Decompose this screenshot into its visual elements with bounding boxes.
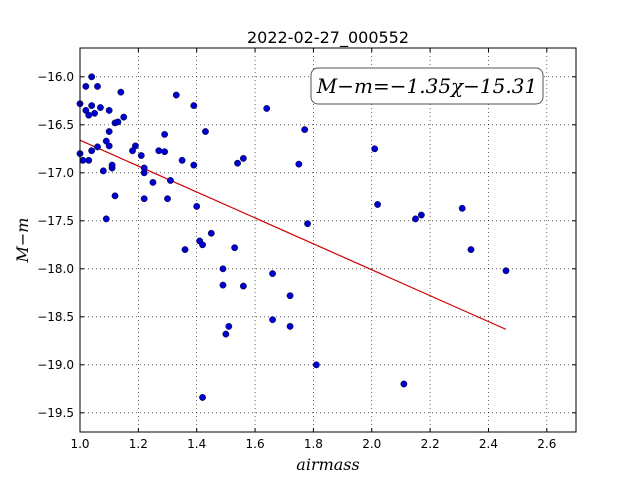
data-point xyxy=(286,322,294,330)
y-tick-label: −18.0 xyxy=(37,262,74,276)
data-point xyxy=(225,322,233,330)
data-point xyxy=(231,244,239,252)
data-point xyxy=(239,282,247,290)
y-axis-label: M−m xyxy=(13,218,32,264)
data-point xyxy=(137,152,145,159)
data-point xyxy=(207,229,215,237)
data-point xyxy=(190,161,198,169)
y-tick-label: −16.0 xyxy=(37,70,74,84)
data-point xyxy=(286,292,294,300)
data-point xyxy=(312,361,320,369)
data-point xyxy=(219,265,227,273)
data-point xyxy=(164,195,171,203)
fit-line-layer xyxy=(79,139,507,330)
data-point xyxy=(94,143,101,151)
x-tick-label: 1.2 xyxy=(129,437,148,451)
data-point xyxy=(85,111,93,119)
data-point xyxy=(412,215,419,223)
data-point xyxy=(88,73,96,81)
equation-annotation: M−m=−1.35χ−15.31 xyxy=(310,67,544,105)
data-point xyxy=(140,164,148,172)
y-tick-label: −19.0 xyxy=(37,358,74,372)
data-point xyxy=(161,130,169,138)
data-point xyxy=(167,177,174,184)
ticks xyxy=(79,48,576,432)
annotation-text: M−m=−1.35χ−15.31 xyxy=(316,74,537,98)
y-tick-label: −17.0 xyxy=(37,166,74,180)
x-tick-label: 2.6 xyxy=(537,437,556,451)
data-point xyxy=(263,105,271,112)
data-point xyxy=(199,394,206,401)
data-point xyxy=(85,156,93,164)
data-point xyxy=(219,281,227,289)
data-point xyxy=(190,102,198,110)
data-point xyxy=(234,159,241,167)
data-point xyxy=(467,246,475,254)
x-tick-label: 1.6 xyxy=(246,437,265,451)
data-point xyxy=(88,147,96,155)
data-point xyxy=(239,154,247,162)
x-axis-label: airmass xyxy=(296,455,359,474)
data-point xyxy=(222,330,230,338)
data-point xyxy=(269,316,276,324)
data-point xyxy=(105,107,113,114)
fit-line xyxy=(79,139,507,330)
data-point xyxy=(269,270,276,277)
data-point xyxy=(140,195,148,203)
data-point xyxy=(417,211,425,219)
data-point xyxy=(99,167,107,175)
data-point xyxy=(88,102,96,110)
y-tick-label: −18.5 xyxy=(37,310,74,324)
data-point xyxy=(202,128,209,135)
data-point xyxy=(120,113,128,121)
data-point xyxy=(181,246,189,254)
chart-title: 2022-02-27_000552 xyxy=(247,28,409,48)
x-tick-label: 2.0 xyxy=(362,437,381,451)
data-point xyxy=(502,267,510,275)
y-tick-labels: −16.0 −16.5 −17.0 −17.5 −18.0 −18.5 −19.0 −19.5 xyxy=(37,70,74,420)
plot-frame xyxy=(79,47,577,433)
annotation-box xyxy=(310,67,544,105)
data-point xyxy=(82,83,90,90)
grid xyxy=(79,48,576,432)
data-point xyxy=(172,91,180,99)
data-point xyxy=(400,380,408,388)
data-point xyxy=(111,192,119,200)
data-point xyxy=(94,83,101,90)
x-tick-label: 2.4 xyxy=(479,437,498,451)
data-point xyxy=(79,156,87,164)
data-point xyxy=(105,142,113,150)
data-point xyxy=(295,160,303,168)
data-point xyxy=(108,161,116,169)
data-point xyxy=(199,241,206,249)
data-point xyxy=(374,201,381,208)
y-tick-label: −16.5 xyxy=(37,118,74,132)
data-point xyxy=(161,148,169,156)
x-tick-label: 1.0 xyxy=(70,437,89,451)
y-tick-label: −19.5 xyxy=(37,406,74,420)
x-tick-label: 2.2 xyxy=(421,437,440,451)
data-point xyxy=(105,128,113,135)
data-point xyxy=(132,142,139,150)
data-point xyxy=(155,147,163,155)
data-point xyxy=(304,220,311,228)
data-point xyxy=(114,118,122,126)
y-tick-label: −17.5 xyxy=(37,214,74,228)
points-layer xyxy=(76,73,510,401)
data-point xyxy=(178,156,186,164)
x-tick-label: 1.8 xyxy=(304,437,323,451)
data-point xyxy=(149,178,157,186)
data-point xyxy=(193,202,201,210)
data-point xyxy=(458,204,466,212)
data-point xyxy=(371,145,379,153)
data-point xyxy=(117,88,125,96)
data-point xyxy=(97,104,104,111)
x-tick-label: 1.4 xyxy=(187,437,206,451)
data-point xyxy=(91,109,98,117)
data-point xyxy=(102,215,110,223)
x-tick-labels: 1.0 1.2 1.4 1.6 1.8 2.0 2.2 2.4 2.6 xyxy=(70,437,556,451)
data-point xyxy=(301,126,309,134)
